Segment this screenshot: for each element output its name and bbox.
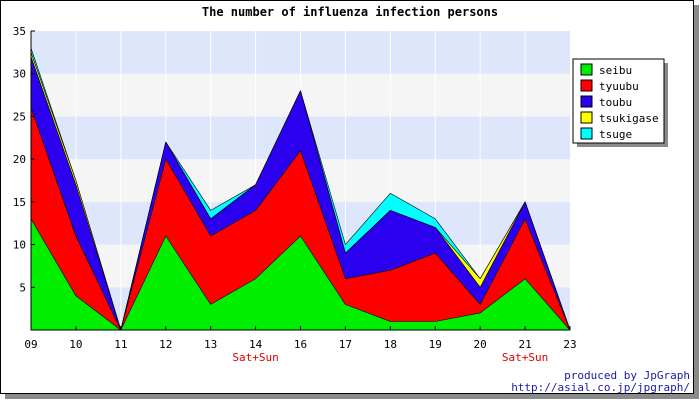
x-tick-label: 16: [294, 338, 307, 351]
x-tick-labels: 09 10 11 12 13 14 16 17 18 19 20 21 23: [24, 326, 577, 351]
x-tick-label: 20: [474, 338, 487, 351]
legend-swatch-tyuubu: [580, 79, 593, 92]
chart-title: The number of influenza infection person…: [202, 5, 498, 19]
legend: seibu tyuubu toubu tsukigase tsuge: [572, 58, 668, 147]
x-tick-label: 13: [204, 338, 217, 351]
credit-link[interactable]: http://asial.co.jp/jpgraph/: [511, 381, 690, 394]
legend-swatch-seibu: [580, 63, 593, 76]
y-tick-label: 30: [13, 68, 26, 81]
legend-label-tsukigase: tsukigase: [599, 112, 659, 125]
credit-line-1: produced by JpGraph: [564, 369, 690, 382]
y-tick-label: 35: [13, 25, 26, 38]
y-tick-label: 15: [13, 196, 26, 209]
legend-label-tyuubu: tyuubu: [599, 80, 639, 93]
series-areas: [30, 47, 571, 331]
legend-label-seibu: seibu: [599, 64, 632, 77]
legend-label-tsuge: tsuge: [599, 128, 632, 141]
weekend-labels: Sat+Sun Sat+Sun: [232, 351, 548, 364]
x-tick-label: 17: [339, 338, 352, 351]
y-tick-label: 20: [13, 153, 26, 166]
x-tick-label: 21: [518, 338, 531, 351]
x-tick-label: 18: [384, 338, 397, 351]
weekend-label: Sat+Sun: [502, 351, 548, 364]
y-tick-label: 5: [19, 281, 26, 294]
x-tick-label: 10: [69, 338, 82, 351]
legend-swatch-toubu: [580, 95, 593, 108]
legend-swatch-tsukigase: [580, 111, 593, 124]
legend-label-toubu: toubu: [599, 96, 632, 109]
x-tick-label: 11: [114, 338, 127, 351]
x-tick-label: 09: [24, 338, 37, 351]
series-area-seibu: [30, 218, 571, 331]
x-tick-label: 19: [429, 338, 442, 351]
weekend-label: Sat+Sun: [232, 351, 278, 364]
x-tick-label: 12: [159, 338, 172, 351]
y-tick-labels: 5 10 15 20 25 30 35: [13, 25, 35, 294]
y-tick-label: 25: [13, 110, 26, 123]
legend-swatch-tsuge: [580, 127, 593, 140]
y-tick-label: 10: [13, 239, 26, 252]
x-tick-label: 14: [249, 338, 263, 351]
x-tick-label: 23: [563, 338, 576, 351]
